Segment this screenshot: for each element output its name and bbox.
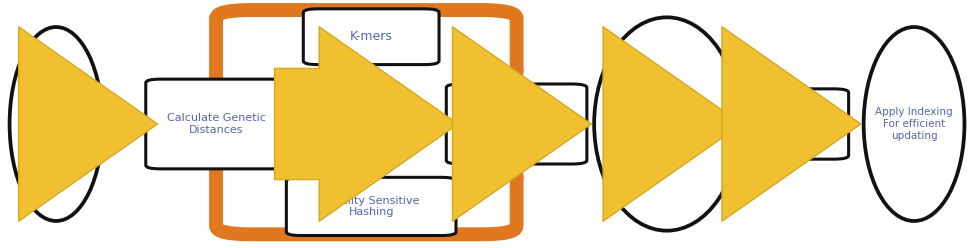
Text: Construct
Phylogenetic Tree
Based on Machine
Learning: Construct Phylogenetic Tree Based on Mac… xyxy=(619,102,715,146)
Ellipse shape xyxy=(594,17,740,231)
Ellipse shape xyxy=(10,27,102,221)
Text: K-mers: K-mers xyxy=(350,30,393,43)
Text: Predict Ancestors: Predict Ancestors xyxy=(739,119,837,129)
Text: Locality Sensitive
Hashing: Locality Sensitive Hashing xyxy=(323,196,420,217)
FancyBboxPatch shape xyxy=(146,79,287,169)
Text: Apply Indexing
For efficient
updating: Apply Indexing For efficient updating xyxy=(876,107,953,141)
FancyBboxPatch shape xyxy=(447,84,587,164)
FancyBboxPatch shape xyxy=(303,9,439,64)
FancyBboxPatch shape xyxy=(287,177,456,236)
FancyBboxPatch shape xyxy=(727,89,848,159)
Text: Obtain Distance
Matrix: Obtain Distance Matrix xyxy=(472,113,562,135)
Text: Data
Pre-processing: Data Pre-processing xyxy=(18,113,95,135)
Text: Calculate Genetic
Distances: Calculate Genetic Distances xyxy=(167,113,265,135)
Ellipse shape xyxy=(864,27,964,221)
